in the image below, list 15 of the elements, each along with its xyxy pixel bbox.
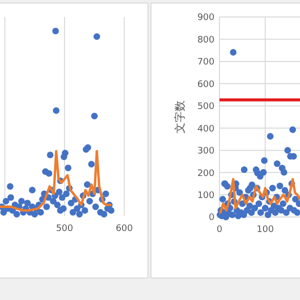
y-tick-label: 400 — [197, 124, 215, 134]
y-tick-label: 500 — [197, 102, 215, 112]
y-axis-title: 文字数 — [174, 100, 186, 134]
y-tick-label: 300 — [197, 146, 215, 157]
y-tick-label: 0 — [208, 213, 215, 224]
y-tick-label: 100 — [197, 190, 215, 201]
x-tick-label: 600 — [116, 224, 134, 234]
x-tick-label: 500 — [56, 224, 74, 234]
x-tick-label: 0 — [216, 225, 223, 235]
y-tick-label: 200 — [197, 168, 215, 179]
y-tick-label: 900 — [197, 13, 215, 24]
y-tick-label: 700 — [197, 58, 215, 68]
y-tick-label: 600 — [197, 80, 215, 90]
x-tick-label: 100 — [256, 225, 274, 235]
y-tick-label: 800 — [197, 35, 215, 46]
